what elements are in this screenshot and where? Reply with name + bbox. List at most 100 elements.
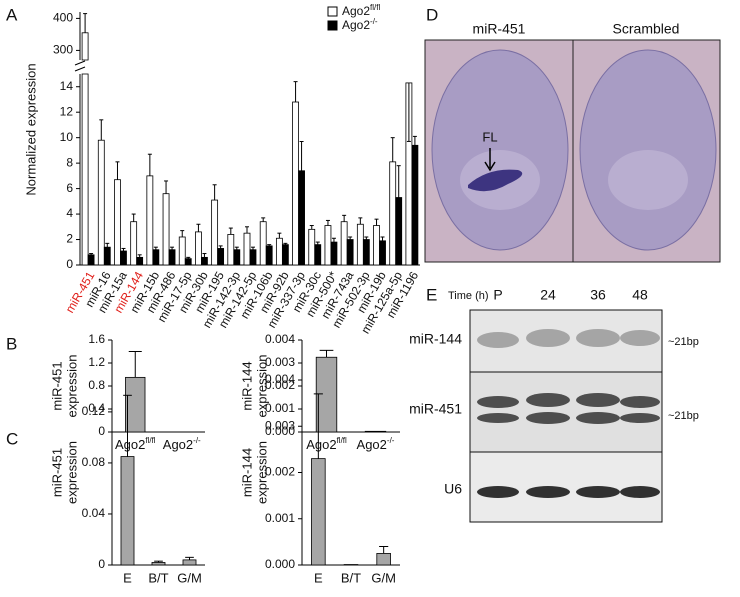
bar (276, 238, 282, 265)
bar (137, 257, 143, 265)
bar (153, 250, 159, 265)
bar (195, 232, 201, 265)
bar (299, 171, 305, 265)
y-tick-label: 0.12 (82, 404, 106, 418)
legend-label: Ago2 (342, 4, 370, 18)
legend-label: Ago2 (342, 18, 370, 32)
x-tick-label: Ago2 (163, 437, 193, 452)
bar (212, 200, 218, 265)
y-tick-label: 8 (66, 155, 73, 169)
y-tick-label: 12 (60, 104, 74, 118)
legend-swatch (328, 7, 337, 16)
y-tick-label: 0.003 (265, 355, 295, 369)
bar (266, 246, 272, 265)
bar (315, 245, 321, 265)
bar (179, 237, 185, 265)
bar (260, 222, 266, 265)
y-axis-label: expression (64, 441, 79, 504)
bar (309, 229, 315, 265)
size-label: ~21bp (668, 336, 699, 348)
bar (331, 242, 337, 265)
bar (380, 241, 386, 265)
bar (347, 240, 353, 265)
lane-label: 48 (632, 287, 648, 303)
y-tick-label: 6 (66, 181, 73, 195)
y-tick-label: 0.001 (265, 401, 295, 415)
bar (412, 145, 418, 265)
bar (152, 562, 165, 565)
panel-label: A (6, 5, 18, 24)
legend-superscript: -/- (370, 17, 378, 26)
y-tick-label: 0.000 (265, 557, 295, 571)
y-tick-label: 0 (98, 424, 105, 438)
y-axis-label: miR-144 (239, 448, 254, 497)
y-axis-label: miR-451 (49, 448, 64, 497)
legend-swatch (328, 21, 337, 30)
y-tick-label: 0.04 (82, 506, 106, 520)
bar (82, 33, 88, 60)
bar (390, 162, 396, 265)
x-tick-label: G/M (371, 570, 396, 585)
panel-label: D (426, 5, 438, 24)
y-tick-label: 1.6 (88, 332, 105, 346)
x-tick-superscript: -/- (387, 436, 395, 445)
bar (125, 377, 145, 432)
x-tick-label: E (314, 570, 323, 585)
y-tick-label: 1.2 (88, 355, 105, 369)
y-tick-label: 0.8 (88, 378, 105, 392)
legend-label: Ago2-/- (342, 17, 378, 32)
y-tick-label: 0.08 (82, 455, 106, 469)
bar (363, 240, 369, 265)
x-tick-label: Ago2fl/fl (306, 436, 347, 452)
panel-e-blot (470, 310, 662, 522)
x-tick-label: Ago2-/- (357, 436, 395, 452)
x-tick-label: E (123, 570, 132, 585)
bar (341, 222, 347, 265)
bar (311, 459, 325, 565)
x-tick-superscript: fl/fl (145, 436, 155, 445)
row-label: miR-144 (409, 331, 462, 347)
lane-label: P (493, 287, 502, 303)
y-axis-label: Normalized expression (23, 63, 38, 195)
arrow-label: FL (482, 129, 497, 144)
panel-label: B (6, 334, 17, 353)
y-tick-label: 0 (66, 257, 73, 271)
bar (250, 250, 256, 265)
y-tick-label: 400 (53, 11, 73, 25)
bar (282, 245, 288, 265)
y-axis-label: miR-144 (239, 361, 254, 410)
bar (244, 233, 250, 265)
x-tick-label: Ago2fl/fl (115, 436, 156, 452)
bar (377, 553, 391, 565)
y-tick-label: 0.004 (265, 332, 295, 346)
bar (316, 357, 337, 432)
x-tick-label: B/T (148, 570, 168, 585)
time-label: Time (h) (448, 290, 489, 302)
bar (218, 248, 224, 265)
y-tick-label: 0.001 (265, 511, 295, 525)
x-tick-label: G/M (177, 570, 202, 585)
bar (88, 255, 94, 265)
legend-label: Ago2fl/fl (342, 3, 380, 18)
y-axis-label: miR-451 (49, 361, 64, 410)
panel-label: C (6, 429, 18, 448)
x-tick-label: Ago2 (357, 437, 387, 452)
bar (325, 226, 331, 265)
axis-break (75, 61, 85, 65)
bar (147, 176, 153, 265)
bar (201, 257, 207, 265)
y-tick-label: 2 (66, 232, 73, 246)
panel-label: E (426, 285, 437, 304)
legend-superscript: fl/fl (370, 3, 380, 12)
y-tick-label: 0.003 (265, 418, 295, 432)
bar (82, 74, 88, 265)
size-label: ~21bp (668, 410, 699, 422)
bar (183, 560, 196, 565)
bar (293, 102, 299, 265)
y-tick-label: 0.002 (265, 465, 295, 479)
y-tick-label: 300 (53, 43, 73, 57)
bar (104, 247, 110, 265)
y-axis-label: expression (64, 355, 79, 418)
bar (357, 224, 363, 265)
